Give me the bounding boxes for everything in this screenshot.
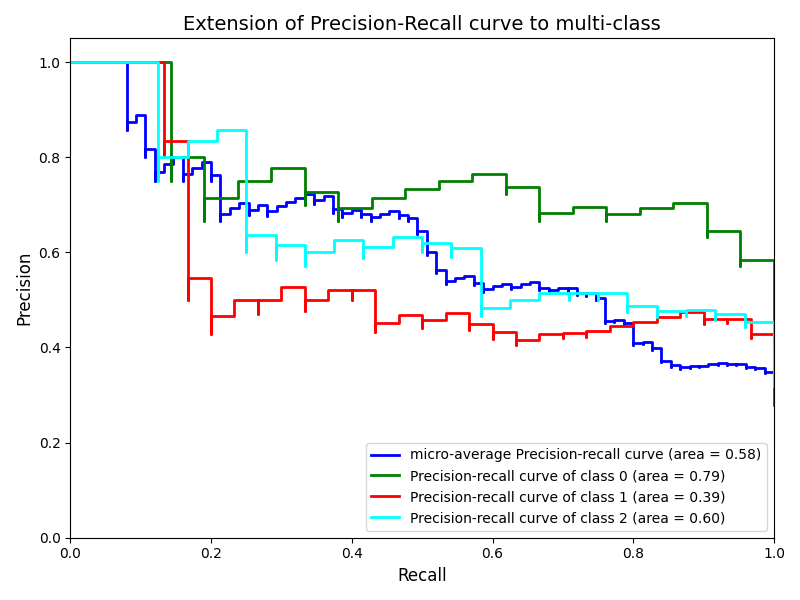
X-axis label: Recall: Recall [398,567,447,585]
Precision-recall curve of class 1 (area = 0.39) [464,310,474,317]
Precision-recall curve of class 0 (area = 0.79) [769,257,778,264]
Precision-recall curve of class 1 (area = 0.39) [230,312,239,319]
Precision-recall curve of class 1 (area = 0.39) [66,59,75,66]
micro-average Precision-recall curve (area = 0.58) [103,59,113,66]
Precision-recall curve of class 0 (area = 0.79) [769,387,778,394]
Precision-recall curve of class 0 (area = 0.79) [166,59,176,66]
Precision-recall curve of class 2 (area = 0.60) [330,249,339,256]
Precision-recall curve of class 1 (area = 0.39) [558,330,568,337]
Precision-recall curve of class 2 (area = 0.60) [769,366,778,373]
Precision-recall curve of class 0 (area = 0.79) [769,401,778,408]
Line: micro-average Precision-recall curve (area = 0.58): micro-average Precision-recall curve (ar… [70,62,774,379]
Precision-recall curve of class 0 (area = 0.79) [769,330,778,337]
micro-average Precision-recall curve (area = 0.58) [769,369,778,376]
micro-average Precision-recall curve (area = 0.58) [122,59,131,66]
Precision-recall curve of class 2 (area = 0.60) [476,287,486,295]
Y-axis label: Precision: Precision [15,251,33,325]
Precision-recall curve of class 2 (area = 0.60) [740,311,750,318]
Precision-recall curve of class 0 (area = 0.79) [635,211,645,218]
Line: Precision-recall curve of class 1 (area = 0.39): Precision-recall curve of class 1 (area … [70,62,774,347]
Line: Precision-recall curve of class 0 (area = 0.79): Precision-recall curve of class 0 (area … [70,62,774,404]
micro-average Precision-recall curve (area = 0.58) [769,376,778,383]
micro-average Precision-recall curve (area = 0.58) [478,285,488,292]
Precision-recall curve of class 0 (area = 0.79) [702,199,712,206]
micro-average Precision-recall curve (area = 0.58) [562,284,572,292]
Precision-recall curve of class 1 (area = 0.39) [370,305,380,313]
Title: Extension of Precision-Recall curve to multi-class: Extension of Precision-Recall curve to m… [183,15,661,34]
Legend: micro-average Precision-recall curve (area = 0.58), Precision-recall curve of cl: micro-average Precision-recall curve (ar… [366,443,767,531]
Precision-recall curve of class 2 (area = 0.60) [154,59,163,66]
micro-average Precision-recall curve (area = 0.58) [66,59,75,66]
Precision-recall curve of class 2 (area = 0.60) [476,268,486,275]
Precision-recall curve of class 1 (area = 0.39) [159,59,169,66]
Precision-recall curve of class 1 (area = 0.39) [370,287,380,294]
Precision-recall curve of class 0 (area = 0.79) [434,185,444,193]
micro-average Precision-recall curve (area = 0.58) [422,233,432,240]
micro-average Precision-recall curve (area = 0.58) [441,277,450,284]
Precision-recall curve of class 1 (area = 0.39) [769,344,778,351]
Precision-recall curve of class 2 (area = 0.60) [594,296,603,304]
Precision-recall curve of class 2 (area = 0.60) [769,382,778,389]
Precision-recall curve of class 0 (area = 0.79) [66,59,75,66]
Precision-recall curve of class 1 (area = 0.39) [746,331,755,338]
Line: Precision-recall curve of class 2 (area = 0.60): Precision-recall curve of class 2 (area … [70,62,774,386]
Precision-recall curve of class 2 (area = 0.60) [66,59,75,66]
